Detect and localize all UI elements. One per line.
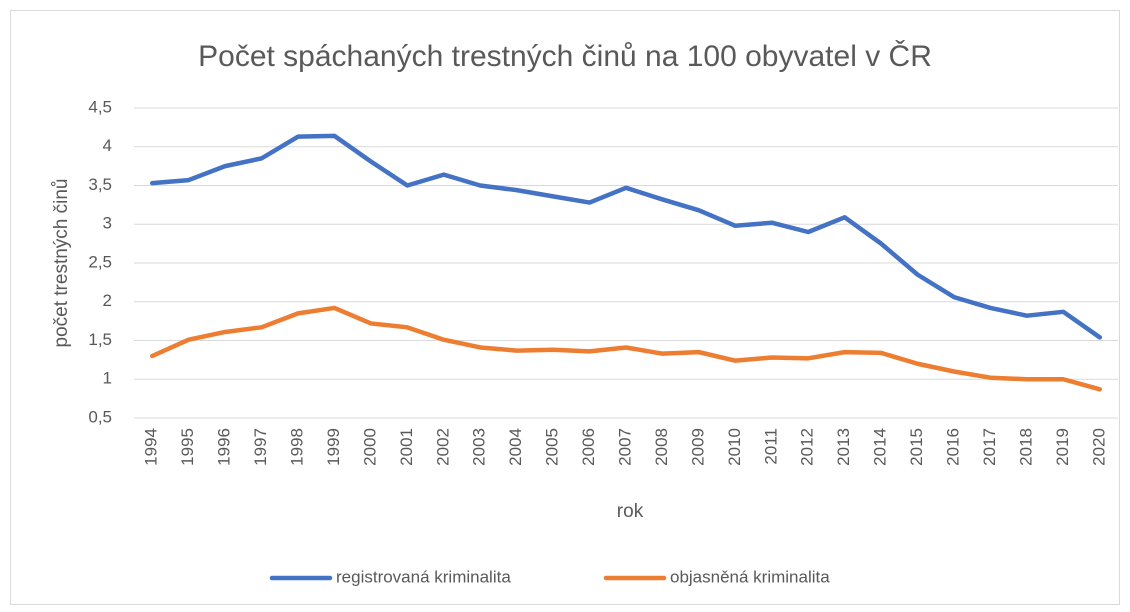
- x-tick-label: 2012: [798, 428, 817, 466]
- x-tick-label: 1998: [287, 428, 306, 466]
- x-tick-label: 1996: [215, 428, 234, 466]
- x-tick-label: 2009: [688, 428, 707, 466]
- y-tick-label: 1: [103, 369, 112, 388]
- x-tick-label: 2001: [397, 428, 416, 466]
- x-tick-label: 2006: [579, 428, 598, 466]
- x-tick-label: 2002: [433, 428, 452, 466]
- series-line: [149, 305, 1103, 392]
- x-tick-label: 2011: [761, 428, 780, 465]
- x-tick-label: 1994: [142, 428, 161, 466]
- x-tick-label: 2010: [725, 428, 744, 466]
- x-tick-label: 2015: [907, 428, 926, 466]
- x-tick-label: 2003: [470, 428, 489, 466]
- x-tick-label: 2020: [1089, 428, 1108, 466]
- chart-title: Počet spáchaných trestných činů na 100 o…: [198, 39, 932, 73]
- x-tick-label: 2018: [1016, 428, 1035, 466]
- x-tick-label: 1997: [251, 428, 270, 466]
- y-tick-label: 2: [103, 291, 112, 310]
- x-tick-label: 2013: [834, 428, 853, 466]
- x-tick-label: 2007: [615, 428, 634, 466]
- y-tick-label: 3,5: [88, 175, 112, 194]
- x-tick-label: 2008: [652, 428, 671, 466]
- legend-label: objasněná kriminalita: [670, 567, 830, 586]
- x-tick-label: 2016: [943, 428, 962, 466]
- x-tick-label: 2004: [506, 428, 525, 466]
- x-tick-label: 2019: [1053, 428, 1072, 466]
- x-tick-label: 1995: [178, 428, 197, 466]
- series-line: [149, 133, 1103, 340]
- x-tick-label: 2000: [360, 428, 379, 466]
- x-axis-label: rok: [617, 501, 644, 522]
- y-axis-label: počet trestných činů: [51, 179, 72, 348]
- y-tick-label: 4: [103, 136, 112, 155]
- x-tick-label: 2014: [871, 428, 890, 466]
- chart-border: [10, 10, 1120, 605]
- y-tick-label: 1,5: [88, 330, 112, 349]
- y-tick-label: 4,5: [88, 97, 112, 116]
- x-tick-label: 2005: [543, 428, 562, 466]
- y-tick-label: 0,5: [88, 407, 112, 426]
- y-tick-label: 3: [103, 214, 112, 233]
- x-tick-label: 1999: [324, 428, 343, 466]
- x-tick-label: 2017: [980, 428, 999, 466]
- y-tick-label: 2,5: [88, 252, 112, 271]
- legend-label: registrovaná kriminalita: [336, 567, 511, 586]
